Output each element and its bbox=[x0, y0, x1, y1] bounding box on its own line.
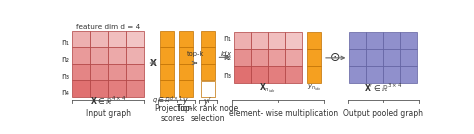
Bar bbox=[108, 80, 126, 97]
Text: top-k: top-k bbox=[187, 51, 204, 57]
Bar bbox=[179, 47, 192, 64]
Bar bbox=[160, 47, 174, 64]
Text: $y$: $y$ bbox=[182, 96, 189, 107]
Text: $\mathbf{X}' \in \mathbb{R}^{3\times4}$: $\mathbf{X}' \in \mathbb{R}^{3\times4}$ bbox=[364, 82, 402, 94]
Bar bbox=[201, 64, 215, 80]
Bar bbox=[349, 66, 366, 83]
Bar bbox=[201, 47, 215, 64]
Bar bbox=[285, 49, 301, 66]
Text: $\mathbf{X}_{n_{idx}}$: $\mathbf{X}_{n_{idx}}$ bbox=[259, 81, 276, 95]
Text: X: X bbox=[150, 59, 157, 68]
Bar bbox=[268, 31, 285, 49]
Bar bbox=[349, 31, 366, 49]
Bar bbox=[234, 66, 251, 83]
Bar bbox=[366, 49, 383, 66]
Bar bbox=[126, 47, 144, 64]
Bar bbox=[251, 31, 268, 49]
Bar bbox=[108, 64, 126, 80]
Bar bbox=[90, 80, 108, 97]
Bar bbox=[179, 31, 192, 47]
Text: Output pooled graph: Output pooled graph bbox=[343, 109, 423, 118]
Text: $y'$: $y'$ bbox=[203, 95, 212, 108]
Bar bbox=[90, 47, 108, 64]
Bar bbox=[251, 66, 268, 83]
Text: n₂: n₂ bbox=[223, 53, 231, 62]
Bar bbox=[108, 31, 126, 47]
Text: n₁: n₁ bbox=[223, 34, 231, 43]
Text: $y_{n_{idx}}$: $y_{n_{idx}}$ bbox=[307, 83, 321, 93]
Bar bbox=[72, 47, 90, 64]
Bar bbox=[72, 80, 90, 97]
Bar bbox=[160, 64, 174, 80]
Bar bbox=[179, 80, 192, 97]
Bar bbox=[126, 31, 144, 47]
Bar bbox=[401, 66, 418, 83]
Bar bbox=[126, 64, 144, 80]
Bar bbox=[234, 49, 251, 66]
Bar bbox=[179, 64, 192, 80]
Text: $\mathbf{X} \in \mathbb{R}^{4\times4}$: $\mathbf{X} \in \mathbb{R}^{4\times4}$ bbox=[90, 95, 126, 107]
Bar bbox=[72, 31, 90, 47]
Text: feature dim d = 4: feature dim d = 4 bbox=[76, 24, 140, 30]
Text: $idx$: $idx$ bbox=[220, 49, 233, 58]
Bar bbox=[383, 31, 401, 49]
Bar bbox=[285, 31, 301, 49]
Bar bbox=[307, 31, 321, 49]
Bar bbox=[268, 66, 285, 83]
Bar bbox=[126, 80, 144, 97]
Text: n₃: n₃ bbox=[62, 72, 70, 81]
Text: Projection
scores: Projection scores bbox=[154, 104, 192, 123]
Bar bbox=[401, 31, 418, 49]
Bar bbox=[201, 31, 215, 47]
Bar bbox=[234, 31, 251, 49]
Bar bbox=[90, 31, 108, 47]
Bar bbox=[72, 64, 90, 80]
Text: $q \in \mathbb{R}^{d\times1}$: $q \in \mathbb{R}^{d\times1}$ bbox=[152, 95, 182, 107]
Text: Top-k rank node
selection: Top-k rank node selection bbox=[177, 104, 238, 123]
Text: ⊙: ⊙ bbox=[329, 51, 340, 64]
Bar bbox=[401, 49, 418, 66]
Bar bbox=[349, 49, 366, 66]
Bar bbox=[366, 66, 383, 83]
Text: n₁: n₁ bbox=[62, 38, 70, 47]
Bar bbox=[201, 81, 215, 97]
Bar bbox=[366, 31, 383, 49]
Text: Input graph: Input graph bbox=[86, 109, 131, 118]
Text: element- wise multiplication: element- wise multiplication bbox=[229, 109, 338, 118]
Bar bbox=[383, 66, 401, 83]
Text: n₄: n₄ bbox=[62, 88, 70, 97]
Bar bbox=[285, 66, 301, 83]
Bar bbox=[268, 49, 285, 66]
Bar bbox=[108, 47, 126, 64]
Bar bbox=[160, 31, 174, 47]
Text: n₃: n₃ bbox=[223, 71, 231, 80]
Bar bbox=[90, 64, 108, 80]
Bar bbox=[307, 49, 321, 66]
Bar bbox=[307, 66, 321, 83]
Text: n₂: n₂ bbox=[62, 55, 70, 64]
Bar bbox=[251, 49, 268, 66]
Bar bbox=[160, 80, 174, 97]
Bar bbox=[383, 49, 401, 66]
